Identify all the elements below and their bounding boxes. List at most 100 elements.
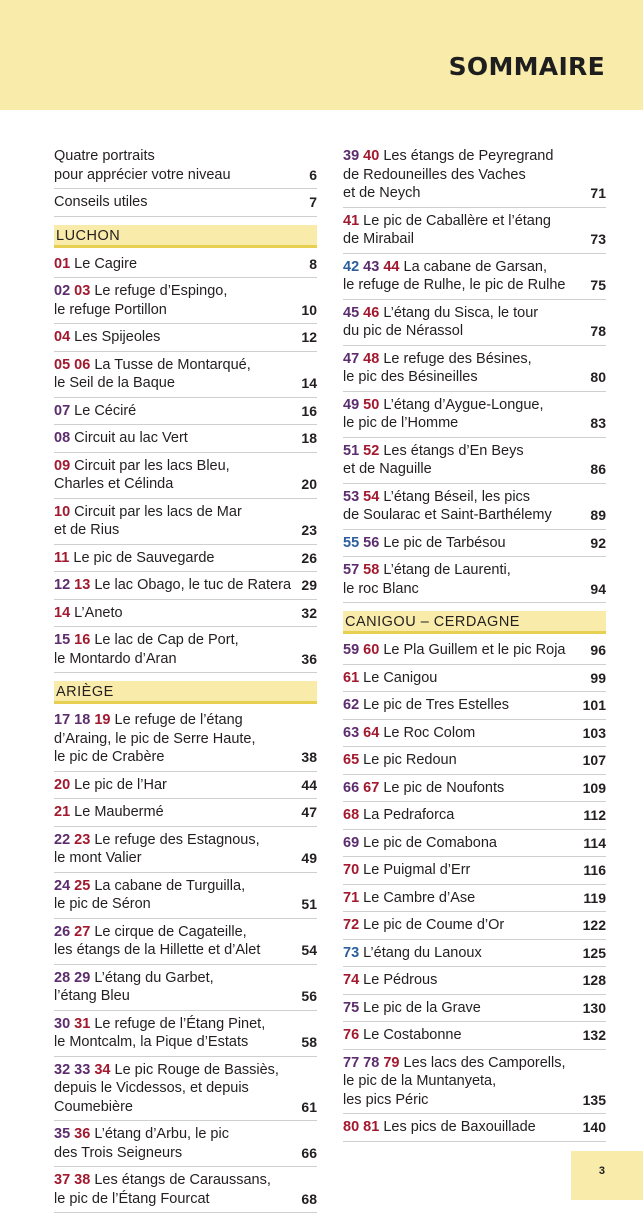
- entry-title: Le Maubermé: [74, 804, 164, 820]
- route-number: 62: [343, 697, 360, 713]
- entry-title: Le cirque de Cagateille,: [94, 923, 247, 940]
- entry-page: 14: [301, 375, 317, 391]
- entry-page: 61: [301, 1098, 317, 1115]
- entry-text: 77 78 79 Les lacs des Camporells, le pic …: [343, 1054, 583, 1110]
- toc-entry: 68 La Pedraforca 112: [343, 805, 606, 830]
- entry-text: 15 16 Le lac de Cap de Port, le Montardo …: [54, 631, 301, 668]
- entry-title: Le pic de Comabona: [363, 834, 497, 851]
- route-number: 12: [54, 577, 71, 593]
- toc-entry: 62 Le pic de Tres Estelles 101: [343, 695, 606, 720]
- page-number-band: [571, 1151, 643, 1200]
- entry-page: 49: [301, 850, 317, 866]
- route-number: 68: [343, 807, 360, 823]
- toc-entry: 04 Les Spijeoles 12: [54, 327, 317, 352]
- route-number: 64: [363, 724, 380, 741]
- route-number: 34: [94, 1061, 111, 1078]
- entry-page: 80: [590, 369, 606, 385]
- toc-entry: 08 Circuit au lac Vert 18: [54, 428, 317, 453]
- route-number: 61: [343, 669, 360, 686]
- entry-text: 61 Le Canigou: [343, 669, 590, 688]
- entry-text: 30 31 Le refuge de l’Étang Pinet, le Mont…: [54, 1015, 301, 1052]
- entry-title: Le lac de Cap de Port,: [94, 632, 239, 648]
- route-number: 22: [54, 831, 71, 848]
- entry-page: 12: [301, 329, 317, 345]
- route-number: 36: [74, 1126, 91, 1142]
- entry-title: Le pic de Tres Estelles: [363, 697, 510, 713]
- entry-text: 12 13 Le lac Obago, le tuc de Ratera: [54, 576, 301, 595]
- route-number: 47: [343, 350, 360, 367]
- entry-text: 62 Le pic de Tres Estelles: [343, 696, 583, 715]
- entry-text: 68 La Pedraforca: [343, 806, 583, 825]
- route-number: 31: [74, 1015, 91, 1032]
- entry-page: 20: [301, 476, 317, 492]
- entry-title: Le pic Redoun: [363, 752, 457, 768]
- entry-first-line: 76 Le Costabonne: [343, 1026, 577, 1045]
- entry-text: 21 Le Maubermé: [54, 803, 301, 822]
- route-number: 45: [343, 304, 360, 321]
- toc-entry: 37 38 Les étangs de Caraussans, le pic de…: [54, 1170, 317, 1213]
- entry-text: 76 Le Costabonne: [343, 1026, 583, 1045]
- entry-title: Les Spijeoles: [74, 329, 161, 345]
- entry-text: 49 50 L’étang d’Aygue-Longue, le pic de l…: [343, 396, 590, 433]
- entry-page: 107: [582, 752, 606, 768]
- toc-entry: 53 54 L’étang Béseil, les pics de Soulara…: [343, 487, 606, 530]
- entry-title: Les étangs de Peyregrand: [383, 148, 554, 164]
- entry-title: Le Roc Colom: [383, 724, 476, 741]
- entry-first-line: 30 31 Le refuge de l’Étang Pinet,: [54, 1015, 295, 1034]
- entry-first-line: 28 29 L’étang du Garbet,: [54, 969, 295, 988]
- route-number: 33: [74, 1061, 91, 1078]
- entry-first-line: 70 Le Puigmal d’Err: [343, 861, 577, 880]
- entry-text: 02 03 Le refuge d’Espingo, le refuge Port…: [54, 282, 301, 319]
- entry-first-line: 17 18 19 Le refuge de l’étang: [54, 711, 295, 730]
- entry-first-line: 11 Le pic de Sauvegarde: [54, 549, 295, 568]
- entry-text: 01 Le Cagire: [54, 255, 309, 274]
- toc-entry: 75 Le pic de la Grave 130: [343, 998, 606, 1022]
- entry-page: 56: [301, 988, 317, 1004]
- entry-title: Quatre portraits: [54, 148, 155, 164]
- entry-title: Le refuge de l’étang: [114, 712, 243, 728]
- route-number: 01: [54, 255, 71, 272]
- entry-first-line: 15 16 Le lac de Cap de Port,: [54, 631, 295, 650]
- route-number: 35: [54, 1126, 71, 1142]
- entry-text: 41 Le pic de Caballère et l’étang de Mira…: [343, 212, 590, 249]
- toc-entry: 66 67 Le pic de Noufonts 109: [343, 778, 606, 802]
- entry-title: L’étang Béseil, les pics: [383, 488, 531, 505]
- route-number: 51: [343, 442, 360, 459]
- entry-text: 75 Le pic de la Grave: [343, 999, 583, 1018]
- toc-entry: 26 27 Le cirque de Cagateille, les étangs…: [54, 922, 317, 965]
- entry-text: 32 33 34 Le pic Rouge de Bassiès, depuis …: [54, 1061, 301, 1117]
- route-number: 30: [54, 1015, 71, 1032]
- entry-first-line: 22 23 Le refuge des Estagnous,: [54, 831, 295, 850]
- route-number: 42: [343, 258, 360, 275]
- entry-text: 55 56 Le pic de Tarbésou: [343, 534, 590, 553]
- entry-text: 37 38 Les étangs de Caraussans, le pic de…: [54, 1171, 301, 1208]
- route-number: 79: [383, 1054, 400, 1071]
- entry-text: 59 60 Le Pla Guillem et le pic Roja: [343, 641, 590, 660]
- section-header: CANIGOU – CERDAGNE: [343, 611, 606, 634]
- toc-column-right: 39 40 Les étangs de Peyregrand de Redoune…: [343, 146, 606, 1145]
- entry-page: 8: [309, 255, 317, 272]
- toc-entry: 59 60 Le Pla Guillem et le pic Roja 96: [343, 640, 606, 665]
- toc-entry: 12 13 Le lac Obago, le tuc de Ratera 29: [54, 575, 317, 600]
- route-number: 41: [343, 212, 360, 229]
- entry-page: 54: [301, 942, 317, 958]
- entry-first-line: 39 40 Les étangs de Peyregrand: [343, 147, 584, 166]
- toc-entry: 32 33 34 Le pic Rouge de Bassiès, depuis …: [54, 1060, 317, 1121]
- entry-continuation: le roc Blanc: [343, 580, 419, 597]
- entry-page: 92: [590, 534, 606, 551]
- route-number: 02: [54, 283, 71, 299]
- entry-first-line: 69 Le pic de Comabona: [343, 834, 577, 853]
- route-number: 77: [343, 1054, 360, 1071]
- route-number: 27: [74, 923, 91, 940]
- entry-first-line: 01 Le Cagire: [54, 255, 303, 274]
- route-number: 54: [363, 488, 380, 505]
- route-number: 48: [363, 350, 380, 367]
- entry-page: 114: [583, 834, 606, 851]
- entry-title: Les étangs de Caraussans,: [94, 1172, 271, 1188]
- route-number: 73: [343, 944, 360, 961]
- header-band: [0, 0, 643, 110]
- route-number: 40: [363, 148, 380, 164]
- entry-first-line: 61 Le Canigou: [343, 669, 584, 688]
- entry-title: Le pic de l’Har: [74, 776, 167, 793]
- entry-page: 66: [301, 1144, 317, 1161]
